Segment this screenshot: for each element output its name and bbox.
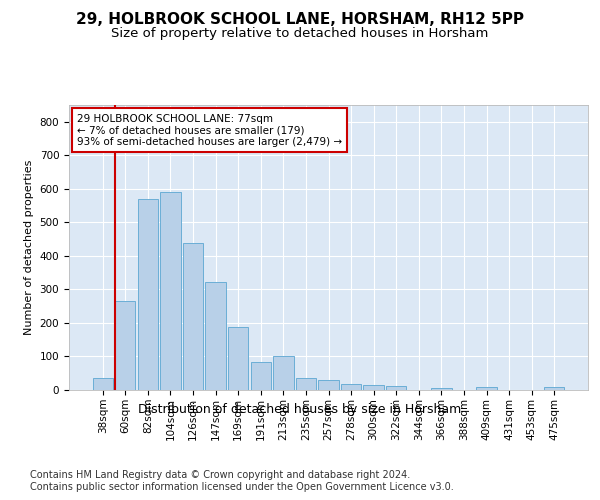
Text: Contains HM Land Registry data © Crown copyright and database right 2024.: Contains HM Land Registry data © Crown c… xyxy=(30,470,410,480)
Bar xyxy=(183,243,203,390)
Bar xyxy=(115,301,136,390)
Bar xyxy=(205,282,226,390)
Bar xyxy=(228,327,248,390)
Text: 29, HOLBROOK SCHOOL LANE, HORSHAM, RH12 5PP: 29, HOLBROOK SCHOOL LANE, HORSHAM, RH12 … xyxy=(76,12,524,28)
Bar xyxy=(273,356,293,390)
Text: Size of property relative to detached houses in Horsham: Size of property relative to detached ho… xyxy=(112,28,488,40)
Bar xyxy=(476,388,497,390)
Bar xyxy=(319,380,338,390)
Y-axis label: Number of detached properties: Number of detached properties xyxy=(24,160,34,335)
Bar xyxy=(92,378,113,390)
Bar xyxy=(138,199,158,390)
Text: Distribution of detached houses by size in Horsham: Distribution of detached houses by size … xyxy=(139,402,461,415)
Bar xyxy=(431,388,452,390)
Text: Contains public sector information licensed under the Open Government Licence v3: Contains public sector information licen… xyxy=(30,482,454,492)
Bar xyxy=(364,384,384,390)
Bar xyxy=(386,386,406,390)
Bar xyxy=(341,384,361,390)
Bar xyxy=(544,388,565,390)
Text: 29 HOLBROOK SCHOOL LANE: 77sqm
← 7% of detached houses are smaller (179)
93% of : 29 HOLBROOK SCHOOL LANE: 77sqm ← 7% of d… xyxy=(77,114,342,147)
Bar xyxy=(160,192,181,390)
Bar xyxy=(251,362,271,390)
Bar xyxy=(296,378,316,390)
